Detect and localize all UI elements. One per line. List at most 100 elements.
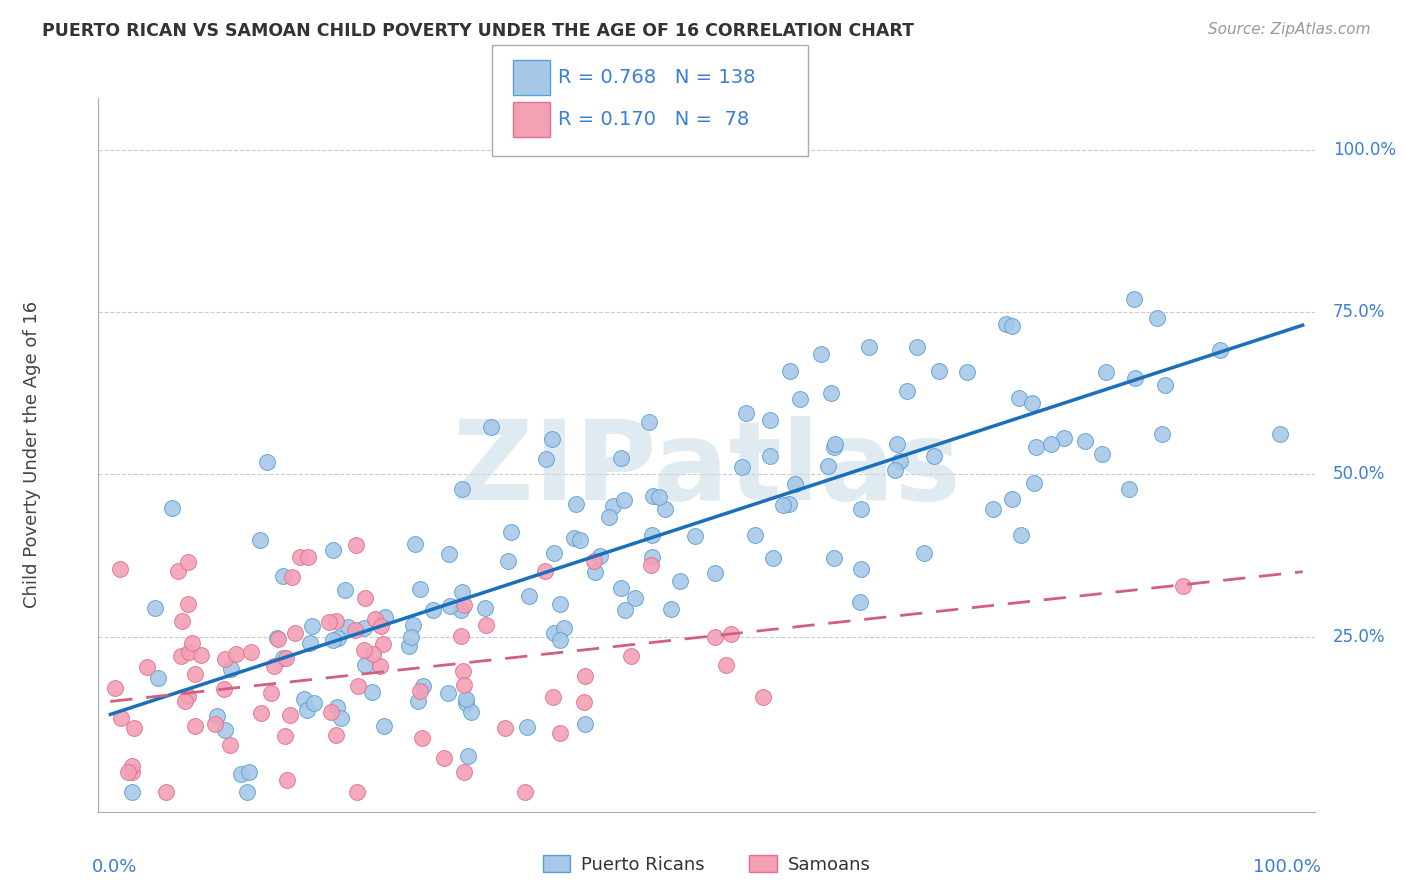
Point — [409, 684, 432, 698]
Point — [752, 690, 775, 705]
Point — [565, 497, 588, 511]
Text: 0.0%: 0.0% — [93, 858, 138, 876]
Point — [543, 626, 565, 640]
Point — [143, 601, 166, 615]
Point — [177, 598, 200, 612]
Point — [167, 564, 190, 578]
Point — [122, 721, 145, 735]
Point — [170, 614, 193, 628]
Point — [643, 489, 665, 503]
Point — [1025, 440, 1047, 454]
Point — [295, 703, 318, 717]
Point — [368, 659, 391, 673]
Point — [370, 619, 392, 633]
Point — [353, 643, 375, 657]
Point — [155, 785, 177, 799]
Point — [263, 658, 285, 673]
Point — [108, 562, 131, 576]
Point — [322, 543, 344, 558]
Point — [408, 693, 430, 707]
Point — [1123, 292, 1146, 306]
Point — [450, 629, 472, 643]
Point — [640, 558, 662, 572]
Point — [548, 725, 571, 739]
Point — [325, 728, 347, 742]
Point — [1268, 427, 1291, 442]
Point — [762, 551, 785, 566]
Point — [457, 749, 479, 764]
Point — [956, 365, 979, 379]
Point — [353, 621, 375, 635]
Point — [174, 694, 197, 708]
Point — [610, 451, 633, 466]
Point — [221, 663, 243, 677]
Point — [849, 595, 872, 609]
Point — [371, 636, 394, 650]
Point — [212, 681, 235, 696]
Point — [110, 711, 132, 725]
Point — [236, 785, 259, 799]
Point — [453, 598, 475, 612]
Point — [589, 549, 612, 564]
Point — [1000, 319, 1022, 334]
Point — [322, 632, 344, 647]
Point — [516, 720, 538, 734]
Point — [299, 636, 322, 650]
Point — [136, 660, 159, 674]
Point — [450, 602, 472, 616]
Point — [290, 550, 312, 565]
Point — [318, 615, 340, 629]
Text: 50.0%: 50.0% — [1333, 466, 1385, 483]
Point — [772, 498, 794, 512]
Point — [346, 785, 368, 799]
Point — [456, 697, 478, 711]
Point — [353, 658, 375, 673]
Point — [162, 500, 184, 515]
Point — [409, 582, 432, 597]
Point — [779, 364, 801, 378]
Point — [1171, 579, 1194, 593]
Point — [239, 645, 262, 659]
Point — [183, 719, 205, 733]
Point — [602, 499, 624, 513]
Point — [238, 764, 260, 779]
Legend: Puerto Ricans, Samoans: Puerto Ricans, Samoans — [536, 848, 877, 881]
Point — [337, 620, 360, 634]
Point — [474, 601, 496, 615]
Point — [574, 669, 596, 683]
Text: 100.0%: 100.0% — [1253, 858, 1320, 876]
Point — [214, 652, 236, 666]
Point — [905, 340, 928, 354]
Point — [454, 691, 477, 706]
Point — [292, 691, 315, 706]
Point — [759, 450, 782, 464]
Point — [439, 599, 461, 614]
Point — [326, 631, 349, 645]
Point — [177, 555, 200, 569]
Text: ZIPatlas: ZIPatlas — [453, 416, 960, 523]
Point — [273, 729, 295, 743]
Point — [553, 621, 575, 635]
Point — [703, 630, 725, 644]
Point — [817, 458, 839, 473]
Point — [181, 635, 204, 649]
Point — [995, 317, 1018, 331]
Point — [735, 406, 758, 420]
Point — [179, 645, 201, 659]
Point — [451, 483, 474, 497]
Point — [714, 658, 737, 673]
Text: Source: ZipAtlas.com: Source: ZipAtlas.com — [1208, 22, 1371, 37]
Text: 25.0%: 25.0% — [1333, 628, 1385, 646]
Point — [335, 583, 357, 598]
Point — [1095, 365, 1118, 379]
Point — [104, 681, 127, 696]
Point — [981, 501, 1004, 516]
Point — [475, 617, 498, 632]
Point — [886, 437, 908, 451]
Point — [256, 455, 278, 469]
Text: PUERTO RICAN VS SAMOAN CHILD POVERTY UNDER THE AGE OF 16 CORRELATION CHART: PUERTO RICAN VS SAMOAN CHILD POVERTY UND… — [42, 22, 914, 40]
Point — [648, 490, 671, 504]
Point — [574, 717, 596, 731]
Point — [1118, 482, 1140, 496]
Point — [609, 581, 631, 595]
